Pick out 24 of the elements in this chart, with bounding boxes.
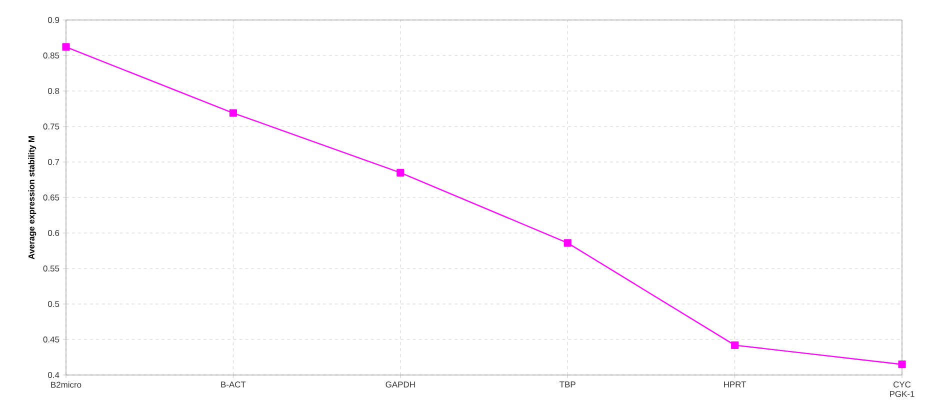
point [396,168,404,176]
y-tick-label: 0.55 [43,266,60,272]
y-tick-label: 0.8 [48,88,60,94]
y-tick-label: 0.6 [48,230,60,236]
y-tick-label: 0.75 [43,124,60,130]
x-tick-label: B-ACT [221,382,246,388]
y-tick-label: 0.85 [43,52,60,58]
x-tick-label: CYC PGK-1 [890,382,914,397]
point [898,360,906,368]
x-tick-label: HPRT [724,382,746,388]
x-tick-label: B2micro [51,382,82,388]
y-tick-label: 0.4 [48,372,60,378]
y-axis-title: Average expression stability M [28,136,36,260]
y-tick-label: 0.45 [43,336,60,342]
point [229,109,237,117]
x-tick-label: TBP [560,382,576,388]
point [62,43,70,51]
y-tick-label: 0.9 [48,17,60,23]
y-tick-label: 0.5 [48,301,60,307]
x-tick-label: GAPDH [386,382,415,388]
y-tick-label: 0.7 [48,159,60,165]
y-tick-label: 0.65 [43,194,60,200]
point [564,239,572,247]
point [731,341,739,349]
